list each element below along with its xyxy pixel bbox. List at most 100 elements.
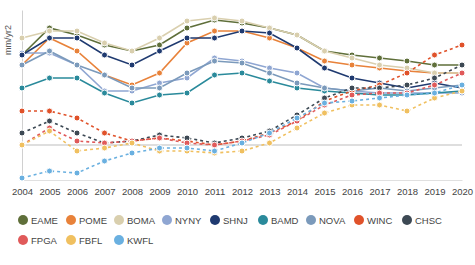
series-point <box>322 58 328 64</box>
series-line <box>22 20 462 65</box>
series-point <box>322 48 328 54</box>
series-point <box>19 62 25 68</box>
series-point <box>322 100 328 106</box>
series-point <box>239 18 245 24</box>
legend-label: BAMD <box>271 215 299 226</box>
x-tick-label: 2007 <box>94 186 115 197</box>
series <box>19 62 465 146</box>
series-point <box>47 75 53 81</box>
series-point <box>459 70 465 76</box>
series-point <box>432 90 438 96</box>
series-point <box>157 135 163 141</box>
series-point <box>459 82 465 88</box>
legend-swatch <box>66 235 76 245</box>
x-tick: 2018 <box>397 180 418 197</box>
x-tick: 2015 <box>314 180 335 197</box>
series-line <box>22 53 462 93</box>
series-point <box>157 42 163 48</box>
x-tick: 2009 <box>149 180 170 197</box>
series-point <box>459 62 465 68</box>
x-tick-label: 2013 <box>259 186 280 197</box>
series-point <box>322 85 328 91</box>
series-point <box>157 85 163 91</box>
chart: 2004200520062007200820092010201120122013… <box>0 0 475 265</box>
series-point <box>74 115 80 121</box>
series-point <box>157 35 163 41</box>
series-point <box>74 148 80 154</box>
series-point <box>19 85 25 91</box>
series-point <box>239 70 245 76</box>
legend-item: BOMA <box>114 215 156 226</box>
series <box>19 28 465 88</box>
x-tick-label: 2011 <box>205 186 225 197</box>
series-point <box>74 170 80 176</box>
legend-label: NOVA <box>319 215 346 226</box>
series-point <box>294 115 300 121</box>
series <box>19 42 465 148</box>
x-tick: 2011 <box>205 180 225 197</box>
legend-swatch <box>306 215 316 225</box>
series-point <box>404 82 410 88</box>
legend-swatch <box>354 215 364 225</box>
series-point <box>377 55 383 61</box>
series-point <box>19 52 25 58</box>
series-point <box>212 15 218 21</box>
series-point <box>19 52 25 58</box>
series-point <box>432 75 438 81</box>
legend-item: SHNJ <box>210 215 248 226</box>
legend-swatch <box>18 215 28 225</box>
x-tick: 2019 <box>424 180 445 197</box>
legend-swatch <box>66 215 76 225</box>
x-tick-label: 2019 <box>424 186 445 197</box>
series-point <box>47 128 53 134</box>
x-tick-label: 2009 <box>149 186 170 197</box>
series-point <box>102 145 108 151</box>
legend-swatch <box>114 215 124 225</box>
series <box>19 28 465 91</box>
series-point <box>19 35 25 41</box>
x-tick-label: 2015 <box>314 186 335 197</box>
legend-item: POME <box>66 215 107 226</box>
series-point <box>74 35 80 41</box>
legend-label: WINC <box>367 215 392 226</box>
series-point <box>404 70 410 76</box>
series-line <box>22 85 462 178</box>
series-line <box>22 31 462 85</box>
series-point <box>157 70 163 76</box>
x-axis: 2004200520062007200820092010201120122013… <box>12 180 473 197</box>
legend-label: KWFL <box>127 235 153 246</box>
series-point <box>294 45 300 51</box>
series-point <box>74 28 80 34</box>
series-point <box>239 60 245 66</box>
series-point <box>294 80 300 86</box>
x-tick: 2010 <box>177 180 198 197</box>
series-point <box>294 32 300 38</box>
x-tick-label: 2005 <box>39 186 60 197</box>
x-tick: 2017 <box>369 180 390 197</box>
series-point <box>459 88 465 94</box>
series-point <box>19 175 25 181</box>
series-point <box>47 35 53 41</box>
x-tick-label: 2010 <box>177 186 198 197</box>
series-point <box>404 92 410 98</box>
series-point <box>74 138 80 144</box>
legend-item: KWFL <box>114 235 153 246</box>
series-group <box>19 15 465 181</box>
x-tick-label: 2012 <box>232 186 253 197</box>
x-tick: 2005 <box>39 180 60 197</box>
legend-item: NOVA <box>306 215 346 226</box>
series-point <box>19 142 25 148</box>
series-line <box>22 45 462 145</box>
series-point <box>19 108 25 114</box>
series-line <box>22 51 462 91</box>
series-point <box>157 48 163 54</box>
x-tick-label: 2004 <box>12 186 33 197</box>
series-point <box>184 70 190 76</box>
series-point <box>239 140 245 146</box>
series-point <box>184 35 190 41</box>
series-point <box>212 142 218 148</box>
series-point <box>129 48 135 54</box>
series-point <box>459 82 465 88</box>
series-point <box>157 135 163 141</box>
legend-label: EAME <box>31 215 58 226</box>
